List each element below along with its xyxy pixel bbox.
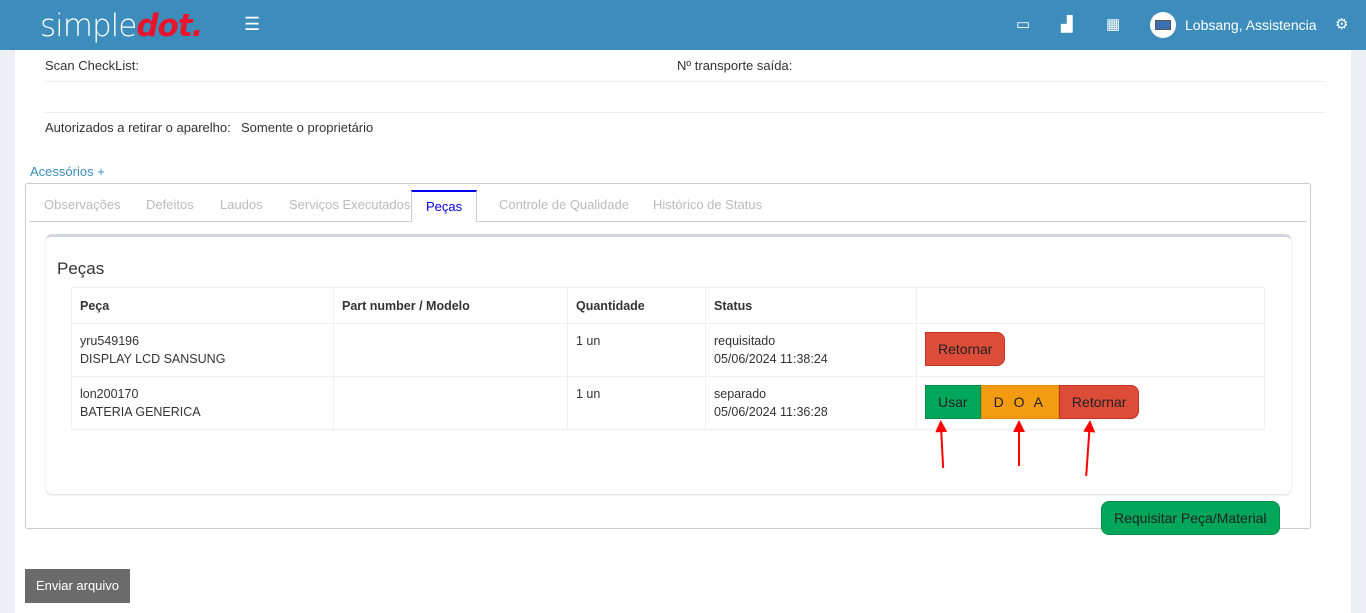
status-date: 05/06/2024 11:38:24: [714, 352, 828, 366]
laptop-icon[interactable]: ▭: [1016, 16, 1031, 33]
parts-title: Peças: [57, 259, 105, 278]
tab-servicos[interactable]: Serviços Executados: [289, 197, 411, 212]
part-cell: lon200170 BATERIA GENERICA: [71, 376, 334, 430]
tab-defeitos[interactable]: Defeitos: [146, 197, 194, 212]
menu-icon[interactable]: ☰: [244, 14, 261, 34]
send-file-button[interactable]: Enviar arquivo: [25, 569, 130, 603]
tabs: Observações Defeitos Laudos Serviços Exe…: [30, 190, 1306, 222]
annotation-arrow: [1013, 420, 1025, 466]
tab-controle-qualidade[interactable]: Controle de Qualidade: [499, 197, 630, 212]
divider: [45, 112, 1326, 113]
status-text: separado: [714, 387, 767, 401]
table-row: yru549196 DISPLAY LCD SANSUNG 1 un requis…: [71, 323, 1265, 377]
parts-box: Peças Peça Part number / Modelo Quantida…: [46, 234, 1291, 535]
doa-button[interactable]: D O A: [980, 385, 1059, 419]
actions-cell: Retornar: [916, 323, 1265, 377]
tab-historico-status[interactable]: Histórico de Status: [653, 197, 763, 212]
tab-laudos[interactable]: Laudos: [220, 197, 263, 212]
top-navbar: simpledot. ☰ ▭ ▟ ▦ Lobsang, Assistencia …: [0, 0, 1366, 50]
transport-label: Nº transporte saída:: [677, 58, 793, 73]
part-cell: yru549196 DISPLAY LCD SANSUNG: [71, 323, 334, 377]
tab-pecas[interactable]: Peças: [411, 190, 478, 222]
authorized-label: Autorizados a retirar o aparelho:: [45, 120, 231, 135]
logo-text: simple: [40, 8, 137, 44]
col-part-number: Part number / Modelo: [333, 287, 568, 324]
part-code: lon200170: [80, 387, 139, 401]
col-actions: [916, 287, 1265, 324]
divider: [45, 81, 1326, 82]
status-cell: requisitado 05/06/2024 11:38:24: [705, 323, 917, 377]
part-number-cell: [333, 376, 568, 430]
part-number-cell: [333, 323, 568, 377]
status-text: requisitado: [714, 334, 776, 348]
tab-panel: Observações Defeitos Laudos Serviços Exe…: [25, 183, 1311, 535]
main-content: Scan CheckList: Nº transporte saída: Aut…: [15, 50, 1351, 613]
user-name[interactable]: Lobsang, Assistencia: [1185, 17, 1317, 33]
table-header: Peça Part number / Modelo Quantidade Sta…: [71, 287, 1265, 324]
request-part-button[interactable]: Requisitar Peça/Material: [1101, 501, 1280, 535]
scan-checklist-label: Scan CheckList:: [45, 58, 139, 73]
col-quantidade: Quantidade: [567, 287, 706, 324]
qty-cell: 1 un: [567, 376, 706, 430]
calendar-icon[interactable]: ▦: [1106, 16, 1121, 33]
part-name: DISPLAY LCD SANSUNG: [80, 352, 226, 366]
tab-observacoes[interactable]: Observações: [44, 197, 121, 212]
col-peca: Peça: [71, 287, 334, 324]
avatar[interactable]: [1150, 12, 1176, 38]
logo-accent: dot.: [136, 8, 203, 44]
parts-table: Peça Part number / Modelo Quantidade Sta…: [71, 287, 1265, 430]
gears-icon[interactable]: ⚙: [1335, 16, 1349, 33]
status-cell: separado 05/06/2024 11:36:28: [705, 376, 917, 430]
return-button[interactable]: Retornar: [1058, 385, 1140, 419]
return-button[interactable]: Retornar: [925, 332, 1006, 366]
status-date: 05/06/2024 11:36:28: [714, 405, 828, 419]
part-name: BATERIA GENERICA: [80, 405, 201, 419]
col-status: Status: [705, 287, 917, 324]
authorized-value: Somente o proprietário: [241, 120, 374, 135]
accessories-link[interactable]: Acessórios +: [30, 164, 105, 179]
qty-cell: 1 un: [567, 323, 706, 377]
bar-chart-icon[interactable]: ▟: [1061, 16, 1073, 33]
use-button[interactable]: Usar: [925, 385, 981, 419]
logo[interactable]: simpledot.: [40, 8, 203, 44]
part-code: yru549196: [80, 334, 140, 348]
